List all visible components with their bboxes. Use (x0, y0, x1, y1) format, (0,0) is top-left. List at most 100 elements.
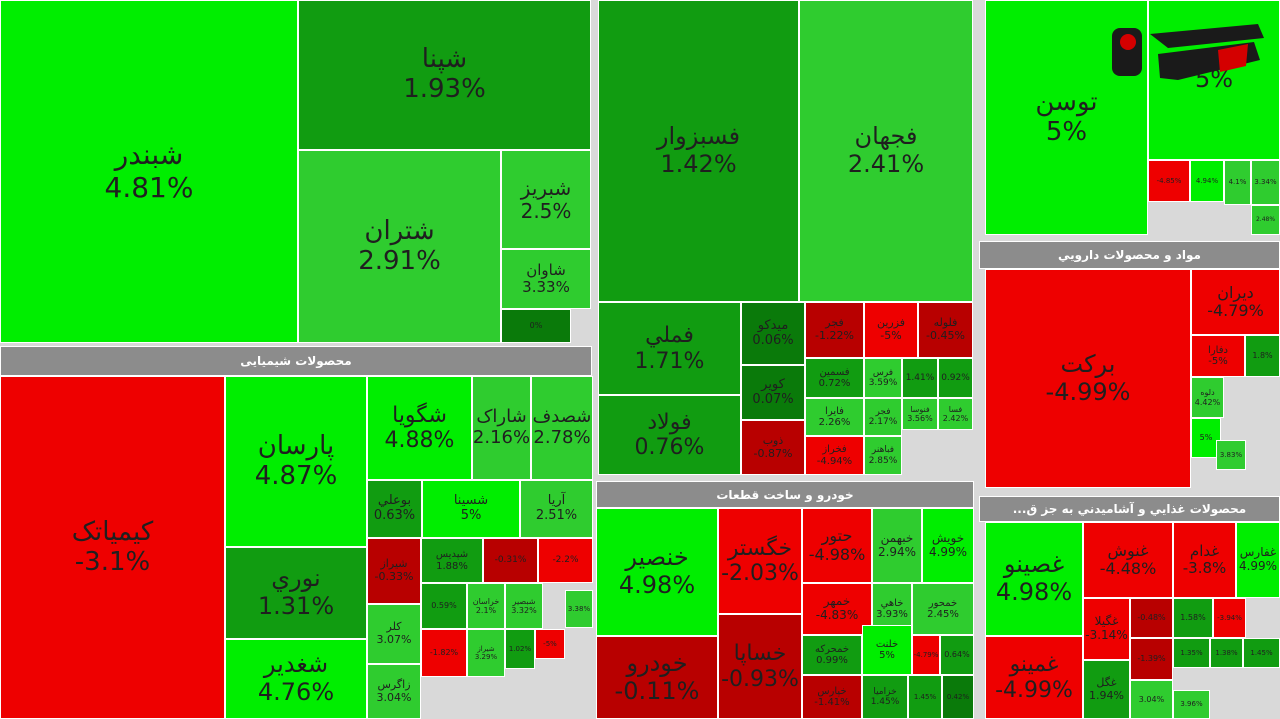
treemap-tile[interactable]: فخراز -4.94% (805, 436, 864, 475)
tile-symbol: آريا (547, 493, 566, 509)
treemap-tile[interactable]: -4.79% (912, 635, 940, 675)
treemap-tile[interactable]: فنوسا 3.56% (902, 398, 938, 430)
treemap-tile[interactable]: 4.94% (1190, 160, 1224, 202)
tile-symbol: غمينو (1009, 652, 1059, 678)
tile-symbol: کلر (386, 620, 402, 634)
treemap-tile[interactable]: 1.38% (1210, 638, 1243, 668)
treemap-tile[interactable]: 3.96% (1173, 690, 1210, 719)
treemap-tile[interactable]: خپارس -1.41% (802, 675, 862, 719)
treemap-tile[interactable]: 3.04% (1130, 680, 1173, 719)
treemap-tile[interactable]: خزاميا 1.45% (862, 675, 908, 719)
treemap-tile[interactable]: 3.38% (565, 590, 593, 628)
treemap-tile[interactable]: 0.42% (942, 675, 974, 719)
treemap-tile[interactable]: غمينو -4.99% (985, 636, 1083, 719)
treemap-tile[interactable]: فسبزوار 1.42% (598, 0, 799, 302)
treemap-tile[interactable]: خلنت 5% (862, 625, 912, 675)
treemap-tile[interactable]: -5% (535, 629, 565, 659)
treemap-tile[interactable]: شصدف 2.78% (531, 376, 593, 480)
treemap-tile[interactable]: شپنا 1.93% (298, 0, 591, 150)
treemap-tile[interactable]: شیراز -0.33% (367, 538, 421, 604)
treemap-tile[interactable]: ميدکو 0.06% (741, 302, 805, 365)
treemap-tile[interactable]: فرس 3.59% (864, 358, 902, 398)
treemap-tile[interactable]: فلوله -0.45% (918, 302, 973, 358)
treemap-tile[interactable]: فجر 2.17% (864, 398, 902, 436)
treemap-tile[interactable]: فايرا 2.26% (805, 398, 864, 436)
treemap-tile[interactable]: فسمين 0.72% (805, 358, 864, 398)
treemap-tile[interactable]: بوعلي 0.63% (367, 480, 422, 538)
treemap-tile[interactable]: پارسان 4.87% (225, 376, 367, 547)
header-pharma: مواد و محصولات دارويي (979, 241, 1280, 269)
treemap-tile[interactable]: زاگرس 3.04% (367, 664, 421, 719)
treemap-tile[interactable]: حتور -4.98% (802, 508, 872, 583)
treemap-tile[interactable]: شبریز 2.5% (501, 150, 591, 249)
treemap-tile[interactable]: فجر -1.22% (805, 302, 864, 358)
treemap-tile[interactable]: غفارس 4.99% (1236, 522, 1280, 598)
treemap-tile[interactable]: دفارا -5% (1191, 335, 1245, 377)
treemap-tile[interactable]: خبهمن 2.94% (872, 508, 922, 583)
treemap-tile[interactable]: شاوان 3.33% (501, 249, 591, 309)
treemap-tile[interactable]: شبندر 4.81% (0, 0, 298, 343)
treemap-tile[interactable]: خودرو -0.11% (596, 636, 718, 719)
treemap-tile[interactable]: 2.48% (1251, 205, 1280, 235)
treemap-tile[interactable]: 1.35% (1173, 638, 1210, 668)
treemap-tile[interactable]: 1.41% (902, 358, 938, 398)
treemap-tile[interactable]: 1.02% (505, 629, 535, 669)
treemap-tile[interactable]: فولاد 0.76% (598, 395, 741, 475)
treemap-tile[interactable]: فباهنر 2.85% (864, 436, 902, 475)
treemap-tile[interactable]: -0.48% (1130, 598, 1173, 638)
treemap-tile[interactable]: خمهر -4.83% (802, 583, 872, 635)
treemap-tile[interactable]: غصينو 4.98% (985, 522, 1083, 636)
treemap-tile[interactable]: دیران -4.79% (1191, 269, 1280, 335)
treemap-tile[interactable]: 0% (501, 309, 571, 343)
treemap-tile[interactable]: 3.83% (1216, 440, 1246, 470)
treemap-tile[interactable]: -1.82% (421, 629, 467, 677)
treemap-tile[interactable]: کویر 0.07% (741, 365, 805, 420)
treemap-tile[interactable]: 1.45% (1243, 638, 1280, 668)
treemap-tile[interactable]: برکت -4.99% (985, 269, 1191, 488)
treemap-tile[interactable]: -3.94% (1213, 598, 1246, 638)
treemap-tile[interactable]: شتران 2.91% (298, 150, 501, 343)
treemap-tile[interactable]: خويش 4.99% (922, 508, 974, 583)
treemap-tile[interactable]: 5% (1148, 0, 1280, 160)
treemap-tile[interactable]: 1.45% (908, 675, 942, 719)
treemap-tile[interactable]: 1.58% (1173, 598, 1213, 638)
treemap-tile[interactable]: فزرین -5% (864, 302, 918, 358)
treemap-tile[interactable]: شسينا 5% (422, 480, 520, 538)
treemap-tile[interactable]: خراسان 2.1% (467, 583, 505, 629)
treemap-tile[interactable]: 0.92% (938, 358, 973, 398)
treemap-tile[interactable]: کیمیاتک -3.1% (0, 376, 225, 719)
treemap-tile[interactable]: 1.8% (1245, 335, 1280, 377)
treemap-tile[interactable]: خگستر -2.03% (718, 508, 802, 614)
treemap-tile[interactable]: ذوب -0.87% (741, 420, 805, 475)
treemap-tile[interactable]: -0.31% (483, 538, 538, 583)
treemap-tile[interactable]: شغدير 4.76% (225, 639, 367, 719)
treemap-tile[interactable]: -2.2% (538, 538, 593, 583)
treemap-tile[interactable]: خمحور 2.45% (912, 583, 974, 635)
treemap-tile[interactable]: شيراز 3.29% (467, 629, 505, 677)
treemap-tile[interactable]: شگويا 4.88% (367, 376, 472, 480)
treemap-tile[interactable]: شپديس 1.88% (421, 538, 483, 583)
treemap-tile[interactable]: خمحرکه 0.99% (802, 635, 862, 675)
treemap-tile[interactable]: فسا 2.42% (938, 398, 973, 430)
treemap-tile[interactable]: غگل 1.94% (1083, 660, 1130, 719)
treemap-tile[interactable]: 0.59% (421, 583, 467, 629)
treemap-tile[interactable]: فجهان 2.41% (799, 0, 973, 302)
treemap-tile[interactable]: 0.64% (940, 635, 974, 675)
treemap-tile[interactable]: فملي 1.71% (598, 302, 741, 395)
treemap-tile[interactable]: -4.85% (1148, 160, 1190, 202)
tile-change: 0.72% (818, 378, 851, 389)
treemap-tile[interactable]: غدام -3.8% (1173, 522, 1236, 598)
treemap-tile[interactable]: کلر 3.07% (367, 604, 421, 664)
treemap-tile[interactable]: نوري 1.31% (225, 547, 367, 639)
treemap-tile[interactable]: آريا 2.51% (520, 480, 593, 538)
treemap-tile[interactable]: -1.39% (1130, 638, 1173, 680)
treemap-tile[interactable]: دلوه 4.42% (1191, 377, 1224, 418)
treemap-tile[interactable]: غنوش -4.48% (1083, 522, 1173, 598)
treemap-tile[interactable]: غگيلا -3.14% (1083, 598, 1130, 660)
treemap-tile[interactable]: خساپا -0.93% (718, 614, 802, 719)
treemap-tile[interactable]: خنصير 4.98% (596, 508, 718, 636)
treemap-tile[interactable]: 4.1% (1224, 160, 1251, 205)
treemap-tile[interactable]: شبصير 3.32% (505, 583, 543, 629)
treemap-tile[interactable]: 3.34% (1251, 160, 1280, 205)
treemap-tile[interactable]: شاراک 2.16% (472, 376, 531, 480)
